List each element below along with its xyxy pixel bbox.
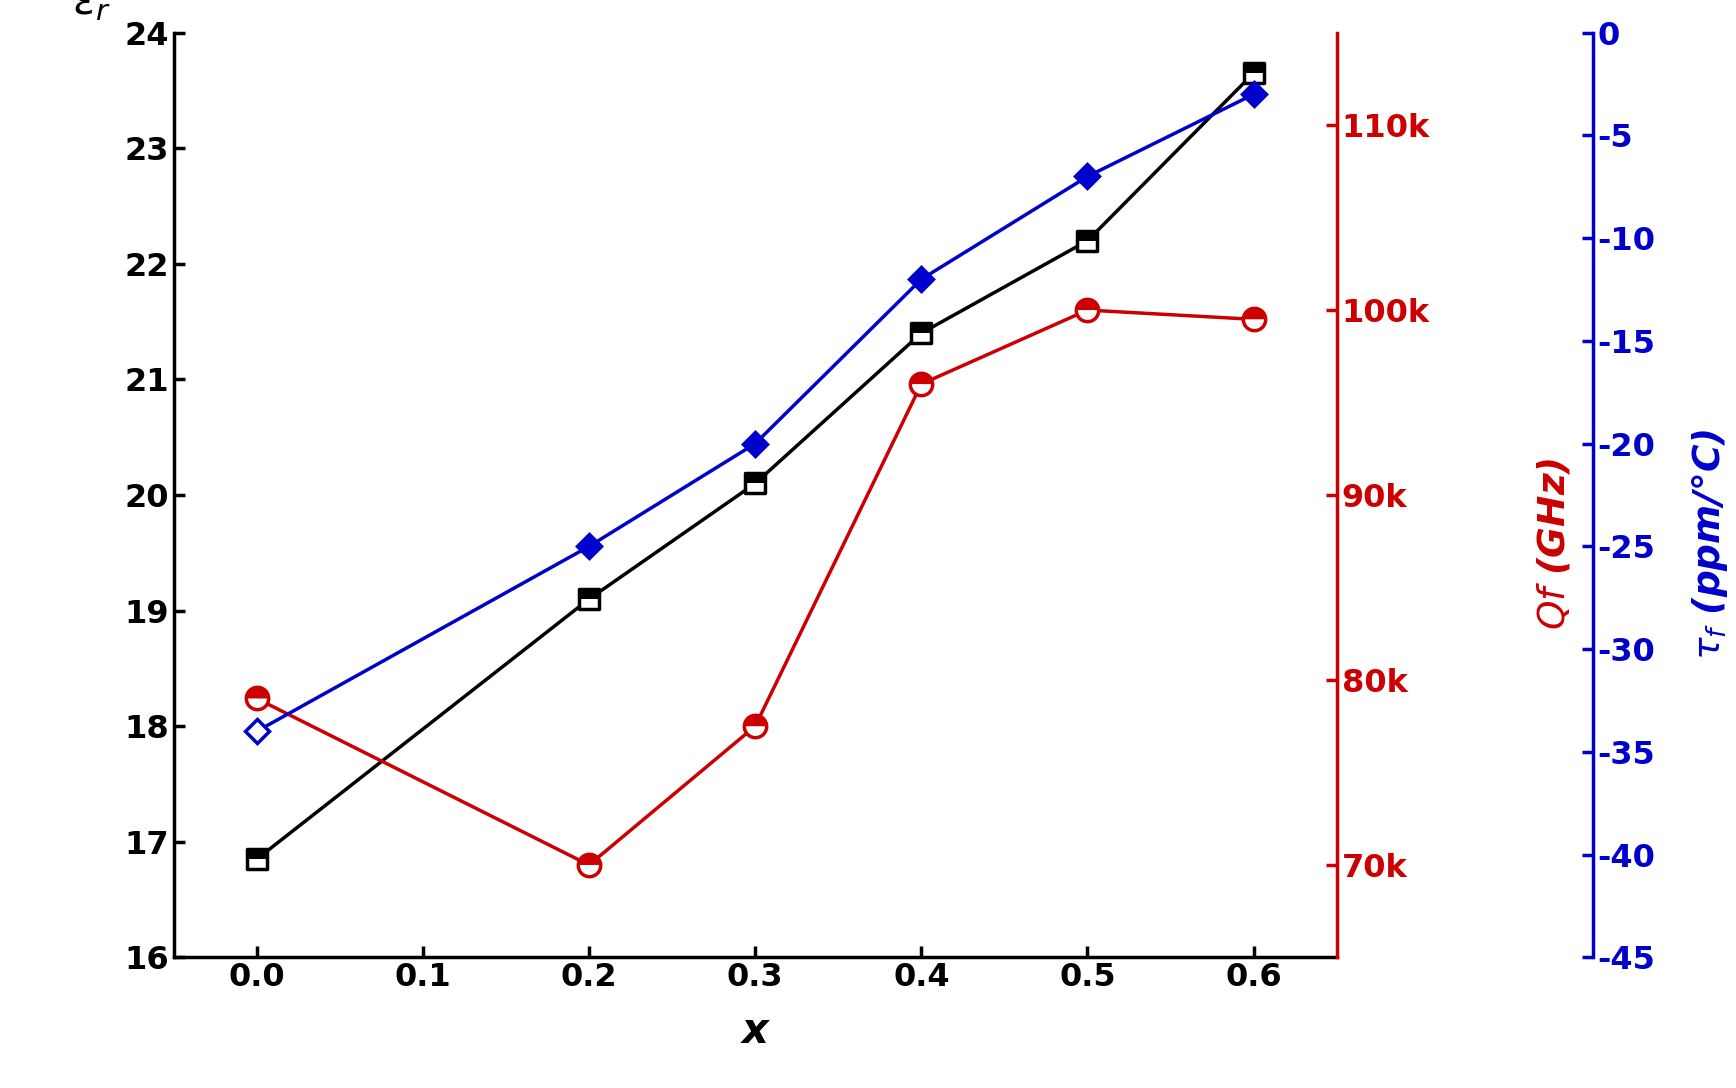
Point <box>1073 232 1101 249</box>
Point <box>741 718 769 735</box>
Point <box>575 591 602 608</box>
Point <box>908 375 936 393</box>
Point <box>908 324 936 342</box>
Point <box>1240 311 1267 329</box>
Point <box>1073 301 1101 319</box>
Point <box>243 690 271 707</box>
Text: $\mathit{Qf}$ (GHz): $\mathit{Qf}$ (GHz) <box>1535 458 1573 630</box>
Point <box>741 474 769 492</box>
Point <box>243 851 271 868</box>
Y-axis label: $\varepsilon_r$: $\varepsilon_r$ <box>73 0 111 24</box>
Point <box>575 591 602 608</box>
X-axis label: x: x <box>741 1010 769 1052</box>
Point <box>575 856 602 874</box>
Text: $\tau_f$ (ppm/°C): $\tau_f$ (ppm/°C) <box>1689 429 1731 659</box>
Point <box>741 718 769 735</box>
Point <box>243 690 271 707</box>
Point <box>908 324 936 342</box>
Point <box>575 856 602 874</box>
Point <box>1073 301 1101 319</box>
Point <box>1240 64 1267 82</box>
Point <box>908 375 936 393</box>
Point <box>1073 232 1101 249</box>
Point <box>741 474 769 492</box>
Point <box>1240 311 1267 329</box>
Point <box>243 851 271 868</box>
Point <box>1240 64 1267 82</box>
